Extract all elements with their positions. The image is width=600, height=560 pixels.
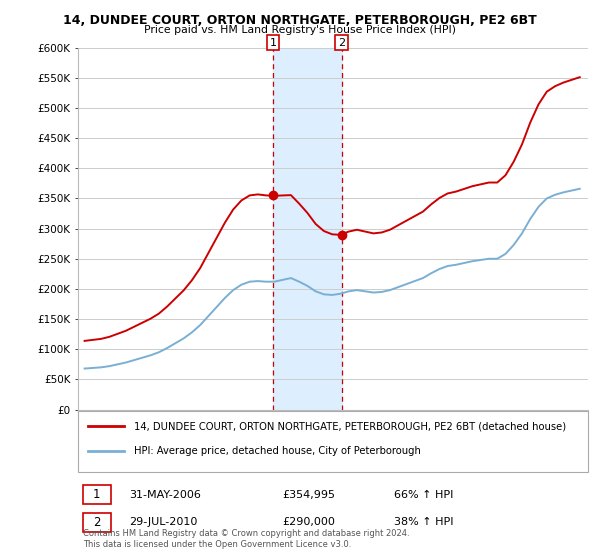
FancyBboxPatch shape [78, 411, 588, 472]
Text: 14, DUNDEE COURT, ORTON NORTHGATE, PETERBOROUGH, PE2 6BT (detached house): 14, DUNDEE COURT, ORTON NORTHGATE, PETER… [134, 421, 566, 431]
Text: 38% ↑ HPI: 38% ↑ HPI [394, 517, 454, 528]
FancyBboxPatch shape [83, 485, 111, 504]
Text: 1: 1 [269, 38, 277, 48]
Text: 66% ↑ HPI: 66% ↑ HPI [394, 489, 454, 500]
Bar [273, 48, 342, 409]
Text: 29-JUL-2010: 29-JUL-2010 [129, 517, 197, 528]
Text: 1: 1 [93, 488, 101, 501]
Text: 2: 2 [338, 38, 346, 48]
Text: 2: 2 [93, 516, 101, 529]
Text: 14, DUNDEE COURT, ORTON NORTHGATE, PETERBOROUGH, PE2 6BT: 14, DUNDEE COURT, ORTON NORTHGATE, PETER… [63, 14, 537, 27]
FancyBboxPatch shape [83, 512, 111, 532]
Text: £290,000: £290,000 [282, 517, 335, 528]
Text: HPI: Average price, detached house, City of Peterborough: HPI: Average price, detached house, City… [134, 446, 421, 456]
Text: Contains HM Land Registry data © Crown copyright and database right 2024.
This d: Contains HM Land Registry data © Crown c… [83, 529, 410, 549]
Text: £354,995: £354,995 [282, 489, 335, 500]
Text: Price paid vs. HM Land Registry's House Price Index (HPI): Price paid vs. HM Land Registry's House … [144, 25, 456, 35]
Text: 31-MAY-2006: 31-MAY-2006 [129, 489, 201, 500]
